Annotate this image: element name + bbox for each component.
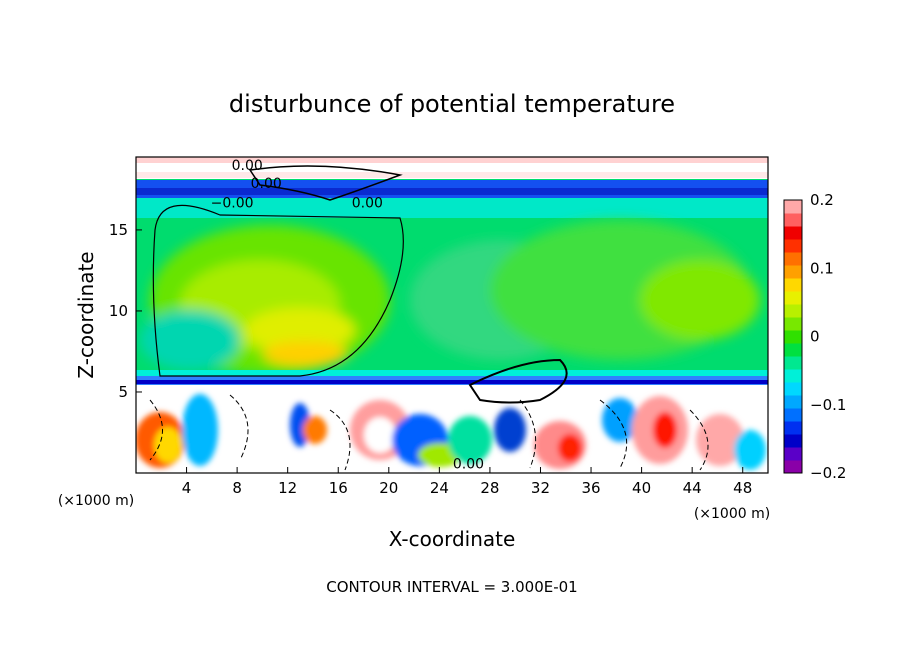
colorbar-swatch — [784, 382, 802, 396]
colorbar-swatch — [784, 226, 802, 240]
colorbar-swatch — [784, 395, 802, 409]
colorbar-swatch — [784, 460, 802, 474]
colorbar-swatch — [784, 252, 802, 266]
contour-label: −0.00 — [211, 195, 254, 211]
colorbar-tick-label: −0.1 — [810, 396, 846, 414]
plot-frame — [135, 156, 769, 474]
x-tick-label: 36 — [581, 479, 600, 497]
colorbar-swatch — [784, 291, 802, 305]
colorbar-swatch — [784, 356, 802, 370]
x-tick-label: 12 — [278, 479, 297, 497]
x-tick-label: 28 — [480, 479, 499, 497]
contour-label: 0.00 — [352, 195, 383, 211]
colorbar-ticks: 0.2 0.1 0 −0.1 −0.2 — [810, 191, 846, 482]
contour-labels: 0.00 0.00 −0.00 0.00 0.00 — [211, 158, 484, 472]
y-tick-label: 5 — [118, 383, 128, 401]
chart-title: disturbunce of potential temperature — [229, 90, 675, 118]
y-axis-label: Z-coordinate — [74, 251, 98, 378]
colorbar-tick-label: 0 — [810, 328, 820, 346]
colorbar-swatch — [784, 434, 802, 448]
colorbar-tick-label: 0.1 — [810, 259, 834, 277]
colorbar-frame — [783, 199, 803, 474]
x-tick-label: 44 — [683, 479, 702, 497]
x-axis-ticks: 4 8 12 16 20 24 28 32 36 40 44 48 — [182, 467, 752, 497]
x-axis-label: X-coordinate — [389, 527, 516, 551]
colorbar-swatch — [784, 213, 802, 227]
y-tick-label: 15 — [109, 221, 128, 239]
contour-label: 0.00 — [453, 456, 484, 472]
colorbar-swatch — [784, 200, 802, 214]
x-tick-label: 40 — [632, 479, 651, 497]
x-tick-label: 24 — [430, 479, 449, 497]
colorbar-swatch — [784, 278, 802, 292]
colorbar-swatch — [784, 408, 802, 422]
x-tick-label: 48 — [733, 479, 752, 497]
colorbar-tick-label: 0.2 — [810, 191, 834, 209]
colorbar-tick-label: −0.2 — [810, 464, 846, 482]
x-tick-label: 16 — [329, 479, 348, 497]
y-tick-label: 10 — [109, 302, 128, 320]
plot-area — [136, 157, 768, 473]
colorbar-swatch — [784, 317, 802, 331]
colorbar-swatch — [784, 343, 802, 357]
contour-label: 0.00 — [251, 176, 282, 192]
contour-label: 0.00 — [232, 158, 263, 174]
x-tick-label: 4 — [182, 479, 192, 497]
y-axis-ticks: 5 10 15 — [109, 221, 142, 401]
x-tick-label: 8 — [232, 479, 242, 497]
colorbar-swatch — [784, 304, 802, 318]
x-unit-right: (×1000 m) — [694, 506, 770, 522]
colorbar-swatch — [784, 239, 802, 253]
colorbar-swatch — [784, 330, 802, 344]
x-tick-label: 32 — [531, 479, 550, 497]
x-unit-left: (×1000 m) — [58, 493, 134, 509]
x-tick-label: 20 — [379, 479, 398, 497]
colorbar-swatch — [784, 447, 802, 461]
colorbar — [784, 200, 802, 474]
colorbar-swatch — [784, 265, 802, 279]
colorbar-swatch — [784, 421, 802, 435]
contour-interval-note: CONTOUR INTERVAL = 3.000E-01 — [326, 578, 577, 596]
colorbar-swatch — [784, 369, 802, 383]
